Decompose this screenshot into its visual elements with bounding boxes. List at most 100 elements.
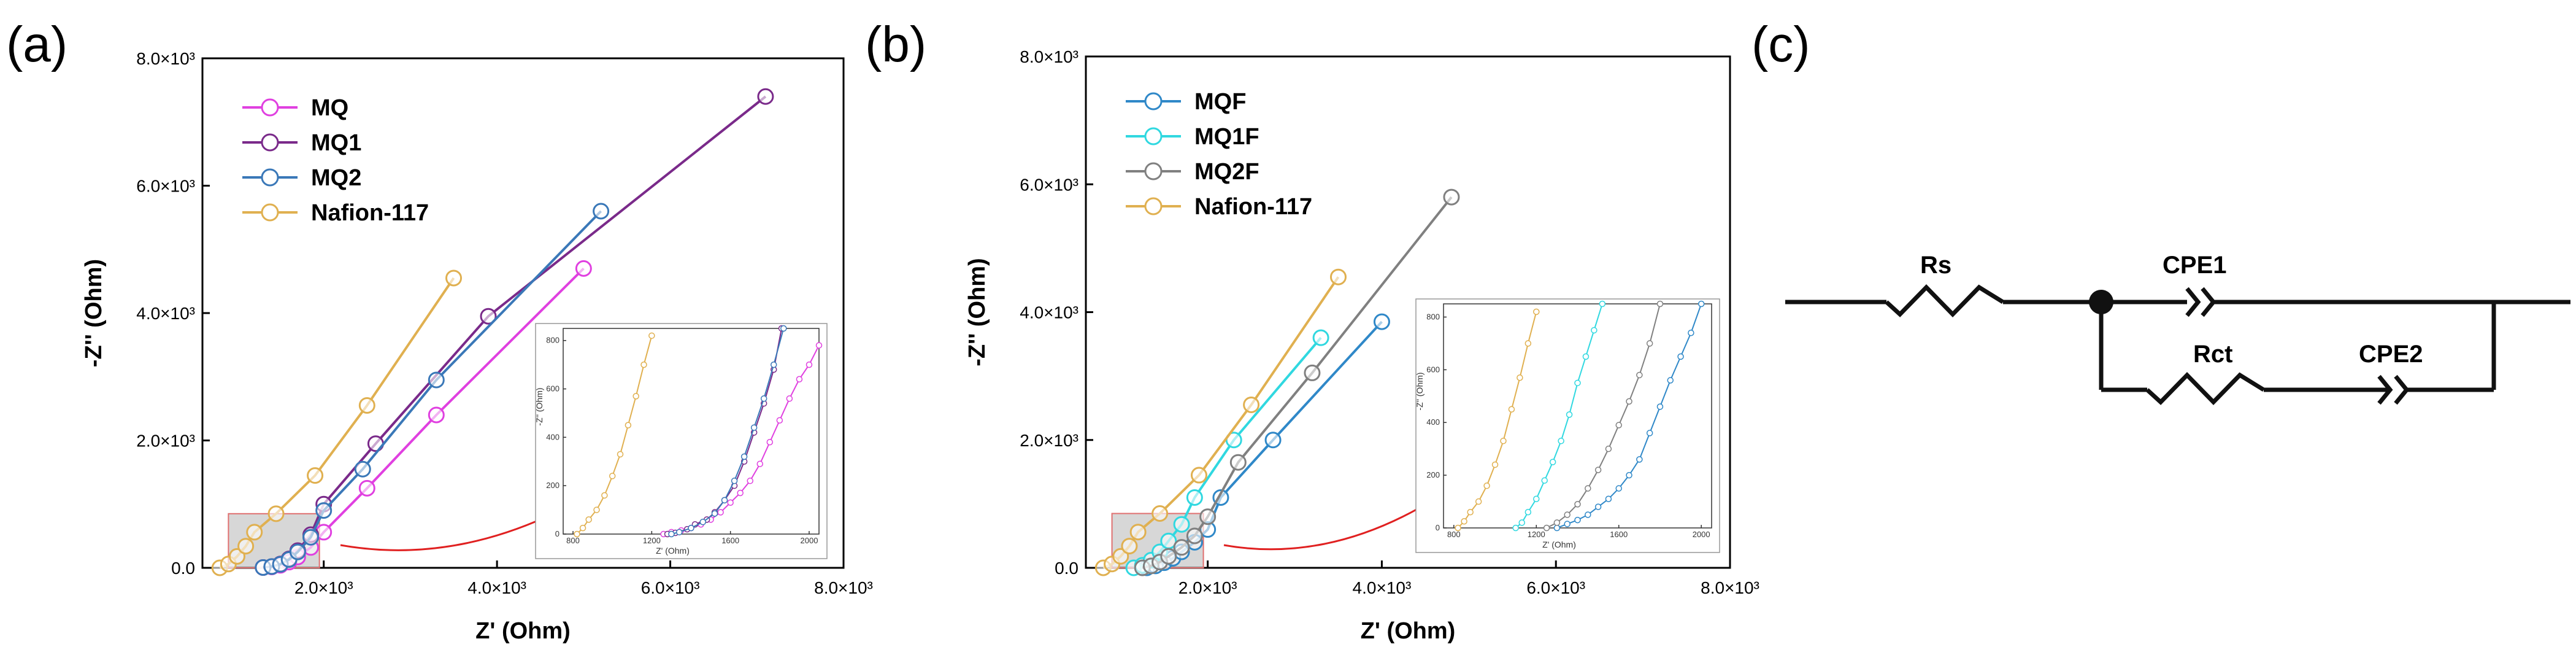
data-point [289,543,306,560]
data-point [1312,329,1329,346]
x-tick-label: 2.0×10³ [294,578,353,597]
data-point [1304,364,1321,381]
legend-label: MQ2 [311,165,361,191]
data-point [1199,508,1217,525]
data-point [757,88,774,105]
inset-y-tick-label: 600 [546,384,559,393]
legend-marker [261,168,279,187]
y-axis-label: -Z'' (Ohm) [964,258,990,366]
inset-data-point [593,506,600,513]
inset-series-mq1f [1512,300,1606,532]
inset-data-point [617,451,624,458]
legend-label: MQF [1194,89,1246,115]
data-point [302,529,320,546]
inset-background [1415,298,1720,553]
inset-x-tick-label: 1200 [1528,530,1545,539]
data-point [593,203,610,220]
inset-data-point [1549,459,1556,465]
inset-data-point [1636,371,1643,379]
data-point [267,505,285,522]
inset-data-point [1688,329,1694,336]
inset-data-point [737,489,744,497]
inset-x-tick-label: 1200 [643,536,661,545]
legend-marker [261,98,279,117]
legend-item: Nafion-117 [1126,194,1312,220]
inset-data-point [1517,374,1523,381]
inset-data-point [1585,485,1591,492]
y-tick-label: 8.0×10³ [1020,47,1078,66]
series-nafion-117 [211,269,463,576]
inset-x-tick-label: 800 [1447,530,1461,539]
data-point [1152,505,1169,522]
inset-data-point [1558,438,1564,444]
data-point [1173,539,1190,556]
inset-data-point [1646,340,1653,347]
inset-data-point [1594,503,1602,510]
inset-data-point [1574,501,1581,508]
inset-y-axis-label: -Z'' (Ohm) [1415,372,1424,410]
inset-data-point [727,499,734,506]
inset-data-point [766,438,774,446]
data-point [358,397,375,414]
inset-y-tick-label: 800 [546,336,559,345]
inset-y-tick-label: 0 [1436,523,1440,532]
legend-label: MQ [311,95,348,121]
inset-data-point [731,478,738,484]
data-point [1243,396,1260,413]
y-axis-label: -Z'' (Ohm) [81,259,107,367]
inset-data-point [1533,308,1540,316]
inset-y-tick-label: 600 [1426,365,1440,374]
inset-data-point [1553,524,1561,532]
x-tick-label: 4.0×10³ [1353,578,1412,597]
legend-item: MQ [242,95,348,121]
panel-label-c: (c) [1751,17,1810,72]
inset-data-point [1594,467,1602,473]
legend-item: MQ1 [242,130,361,156]
inset-data-point [1512,524,1519,532]
inset-data-point [668,530,675,538]
inset-data-point [1524,340,1532,347]
inset-data-point [1585,511,1591,518]
inset-y-tick-label: 0 [555,529,559,538]
inset-plot: 800 1200 1600 2000 0 200 400 600 800 Z' (Ohm) -Z''… [1415,298,1720,553]
data-point [1264,432,1282,449]
data-point [237,538,255,555]
inset-data-point [747,478,753,484]
x-axis-label: Z' (Ohm) [1361,618,1456,644]
y-tick-label: 4.0×10³ [136,304,195,323]
inset-x-tick-label: 1600 [721,536,739,545]
inset-data-point [1605,495,1612,503]
inset-data-point [1553,519,1561,526]
inset-data-point [717,509,724,516]
data-point [1186,489,1203,506]
inset-data-point [770,361,777,368]
resistor-rs-symbol [1885,284,2004,318]
zoom-arrow [1223,499,1433,551]
x-tick-label: 4.0×10³ [467,578,526,597]
inset-data-point [1483,483,1490,489]
legend-label: MQ1F [1194,124,1259,150]
x-tick-label: 8.0×10³ [1701,578,1759,597]
inset-data-point [640,361,647,368]
inset-data-point [1475,498,1482,505]
inset-data-point [805,361,813,368]
inset-data-point [796,376,803,383]
legend-marker [261,203,279,222]
inset-x-axis-label: Z' (Ohm) [656,546,690,556]
inset-x-tick-label: 2000 [801,536,818,545]
data-point [575,260,592,277]
inset-y-axis-label: -Z'' (Ohm) [534,387,544,425]
inset-data-point [721,497,728,504]
cpe2-symbol-left [2377,374,2393,405]
inset-series-mq2f [1543,300,1664,532]
y-tick-label: 2.0×10³ [136,432,195,451]
inset-data-point [750,424,758,431]
inset-frame [1443,303,1712,529]
series-mq2 [255,203,610,576]
zoom-arrow [340,514,550,551]
inset-data-point [1564,511,1571,518]
inset-series-mqf [1553,300,1705,532]
legend-marker [1144,92,1163,110]
inset-data-point [1524,508,1532,516]
equivalent-circuit [1785,284,2570,406]
